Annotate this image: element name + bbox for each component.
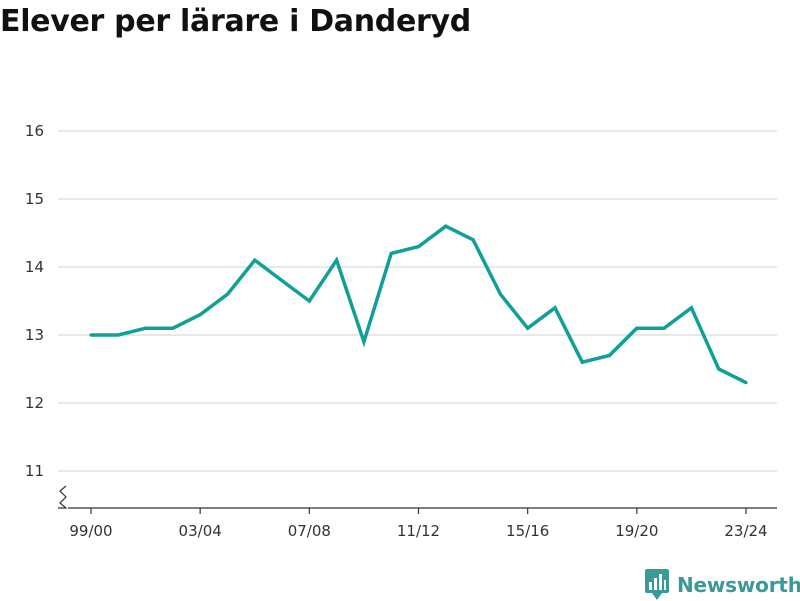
y-tick-label: 14 [25,258,44,276]
y-axis-labels: 11 12 13 14 15 16 [25,122,44,480]
y-tick-label: 11 [25,462,44,480]
data-point [553,306,557,310]
data-point [635,326,639,330]
data-point [444,224,448,228]
data-point [580,360,584,364]
x-tick-label: 11/12 [397,522,440,540]
y-tick-label: 16 [25,122,44,140]
data-point [89,333,93,337]
x-tick-label: 23/24 [724,522,767,540]
brand-logo: Newsworthy [645,569,800,601]
data-point [253,258,257,262]
x-tick-label: 03/04 [179,522,222,540]
newsworthy-logo-icon [645,569,669,600]
x-axis: 99/00 03/04 07/08 11/12 15/16 19/20 23/24 [58,485,777,540]
x-tick-label: 19/20 [615,522,658,540]
data-point [307,299,311,303]
data-point [198,313,202,317]
data-point [171,326,175,330]
x-tick-label: 07/08 [288,522,331,540]
data-point [498,292,502,296]
data-point [717,367,721,371]
y-tick-label: 13 [25,326,44,344]
data-point [662,326,666,330]
x-tick-label: 15/16 [506,522,549,540]
data-point [280,279,284,283]
data-point [143,326,148,330]
data-point [416,245,421,249]
x-tick-label: 99/00 [69,522,112,540]
data-point [225,292,230,296]
data-point [471,238,475,242]
data-point [335,258,339,262]
data-point [607,353,612,357]
brand-name: Newsworthy [677,573,800,597]
chart-title: Elever per lärare i Danderyd [0,4,471,39]
data-point [689,306,694,310]
data-point [526,326,530,330]
data-point [362,340,366,344]
data-point [116,333,120,337]
grid-lines [58,130,777,472]
axis-break-marker [58,485,68,509]
series-line [91,224,747,385]
data-point [389,251,393,255]
series-group [89,224,748,385]
data-point [744,381,748,385]
y-tick-label: 12 [25,394,44,412]
y-tick-label: 15 [25,190,44,208]
